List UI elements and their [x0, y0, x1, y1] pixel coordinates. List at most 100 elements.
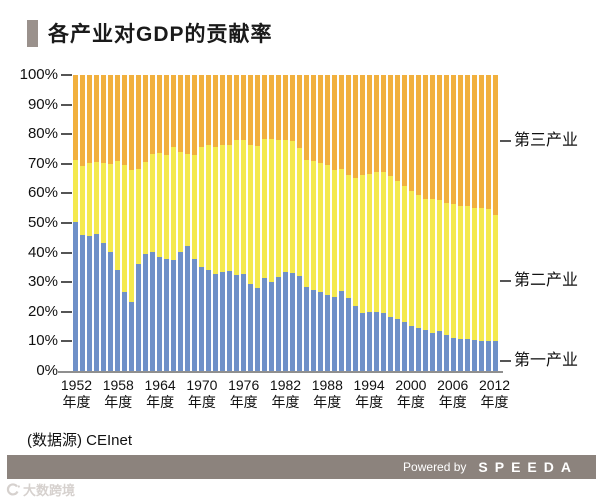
segment-primary	[388, 316, 393, 371]
bar-1993	[360, 75, 365, 371]
y-tick-label-0: 0%	[36, 362, 58, 379]
bar-1974	[227, 75, 232, 371]
segment-secondary	[171, 146, 176, 260]
segment-tertiary	[360, 75, 365, 175]
bar-2002	[423, 75, 428, 371]
segment-primary	[283, 272, 288, 371]
bar-1980	[269, 75, 274, 371]
segment-tertiary	[451, 75, 456, 205]
segment-primary	[73, 221, 78, 371]
legend-label-第一产业: 第一产业	[514, 352, 579, 369]
segment-secondary	[346, 174, 351, 299]
title-accent-bar	[27, 19, 38, 47]
segment-tertiary	[444, 75, 449, 203]
segment-tertiary	[332, 75, 337, 171]
segment-secondary	[451, 204, 456, 339]
bar-1960	[129, 75, 134, 371]
bar-1986	[311, 75, 316, 371]
segment-secondary	[388, 176, 393, 317]
segment-secondary	[318, 162, 323, 292]
segment-secondary	[297, 148, 302, 276]
bar-2011	[486, 75, 491, 371]
segment-tertiary	[241, 75, 246, 140]
segment-secondary	[395, 180, 400, 319]
segment-secondary	[101, 163, 106, 244]
segment-primary	[367, 312, 372, 371]
y-tick-mark	[61, 74, 72, 76]
y-tick-mark	[61, 192, 72, 195]
bar-1962	[143, 75, 148, 371]
segment-primary	[269, 281, 274, 371]
bar-2000	[409, 75, 414, 371]
segment-secondary	[220, 144, 225, 273]
segment-tertiary	[325, 75, 330, 166]
x-tick-label-2006: 2006 年度	[437, 377, 469, 410]
segment-primary	[276, 276, 281, 371]
segment-tertiary	[269, 75, 274, 139]
segment-tertiary	[437, 75, 442, 200]
segment-primary	[227, 270, 232, 371]
y-tick-label-40: 40%	[27, 243, 58, 261]
segment-primary	[479, 341, 484, 371]
segment-tertiary	[486, 75, 491, 210]
segment-secondary	[87, 162, 92, 236]
y-tick-label-10: 10%	[27, 332, 58, 350]
bar-1979	[262, 75, 267, 371]
segment-primary	[374, 312, 379, 371]
segment-secondary	[360, 174, 365, 313]
bar-2005	[444, 75, 449, 371]
bar-1963	[150, 75, 155, 371]
y-tick-label-20: 20%	[27, 302, 58, 320]
bar-2010	[479, 75, 484, 371]
segment-tertiary	[101, 75, 106, 164]
segment-secondary	[276, 140, 281, 277]
segment-tertiary	[108, 75, 113, 165]
bar-1965	[164, 75, 169, 371]
bar-1984	[297, 75, 302, 371]
segment-secondary	[290, 141, 295, 273]
segment-secondary	[332, 170, 337, 297]
plot-area	[73, 75, 498, 371]
segment-primary	[437, 331, 442, 371]
bar-1976	[241, 75, 246, 371]
bar-2001	[416, 75, 421, 371]
segment-tertiary	[318, 75, 323, 163]
segment-primary	[101, 243, 106, 371]
bar-1982	[283, 75, 288, 371]
segment-secondary	[325, 165, 330, 295]
segment-primary	[129, 301, 134, 371]
bar-1991	[346, 75, 351, 371]
segment-primary	[80, 235, 85, 371]
bar-2012	[493, 75, 498, 371]
y-tick-label-70: 70%	[27, 154, 58, 172]
x-tick-label-1988: 1988 年度	[311, 377, 343, 410]
segment-tertiary	[458, 75, 463, 206]
segment-secondary	[129, 170, 134, 302]
segment-tertiary	[192, 75, 197, 156]
segment-tertiary	[297, 75, 302, 149]
segment-primary	[472, 340, 477, 371]
bar-1989	[332, 75, 337, 371]
segment-primary	[451, 338, 456, 371]
bar-1992	[353, 75, 358, 371]
segment-secondary	[374, 172, 379, 313]
segment-secondary	[472, 208, 477, 341]
segment-tertiary	[234, 75, 239, 140]
segment-tertiary	[164, 75, 169, 155]
segment-primary	[311, 290, 316, 371]
bar-2003	[430, 75, 435, 371]
segment-primary	[332, 296, 337, 371]
segment-primary	[185, 246, 190, 371]
segment-tertiary	[290, 75, 295, 142]
segment-tertiary	[409, 75, 414, 192]
x-tick-label-1970: 1970 年度	[186, 377, 218, 410]
segment-secondary	[199, 146, 204, 267]
segment-primary	[164, 258, 169, 371]
segment-secondary	[486, 209, 491, 342]
y-tick-mark	[61, 310, 72, 313]
segment-secondary	[367, 174, 372, 313]
y-tick-mark	[61, 103, 72, 106]
segment-tertiary	[185, 75, 190, 155]
segment-tertiary	[206, 75, 211, 146]
footer-bar: Powered by SPEEDA	[7, 455, 596, 479]
